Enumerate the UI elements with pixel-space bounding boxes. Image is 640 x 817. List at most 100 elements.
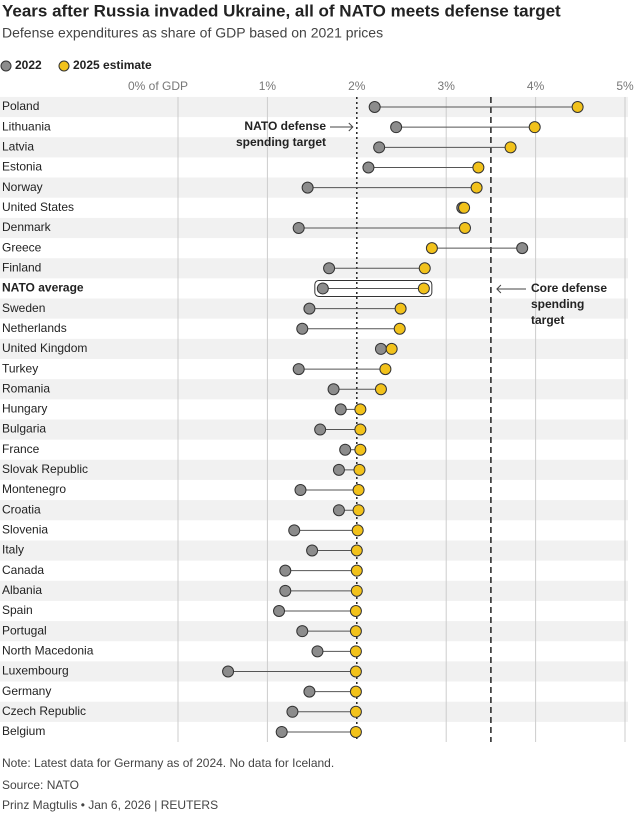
annotation-arrow: [496, 284, 526, 294]
point-2025: [349, 625, 362, 638]
point-2022: [373, 141, 386, 154]
point-2022: [516, 242, 529, 255]
point-2022: [368, 101, 381, 113]
category-label: Poland: [2, 99, 39, 113]
point-2022: [292, 221, 305, 234]
category-label: Canada: [2, 563, 44, 577]
point-2022: [275, 725, 288, 738]
byline: Prinz Magtulis • Jan 6, 2026 | REUTERS: [2, 798, 218, 812]
highlight-box: [314, 279, 433, 297]
row-stripe: [0, 459, 628, 480]
row-stripe: [0, 379, 628, 400]
row-stripe: [0, 338, 628, 359]
point-2025: [472, 161, 485, 174]
point-2025: [385, 342, 398, 355]
point-2025: [379, 363, 392, 376]
note: Note: Latest data for Germany as of 2024…: [2, 756, 334, 770]
category-label: Estonia: [2, 160, 42, 174]
point-2025: [354, 423, 367, 436]
category-label: Netherlands: [2, 321, 67, 335]
x-tick-label: 2%: [348, 79, 366, 93]
annotation: NATO defense: [244, 119, 326, 133]
category-label: Norway: [2, 180, 43, 194]
point-2022: [327, 383, 340, 396]
category-label: Sweden: [2, 301, 45, 315]
point-2025: [353, 463, 366, 476]
point-2022: [273, 605, 286, 617]
chart-subtitle: Defense expenditures as share of GDP bas…: [2, 25, 383, 41]
point-2025: [349, 665, 362, 678]
point-2025: [504, 141, 517, 154]
category-label: Slovak Republic: [2, 462, 88, 476]
x-tick-label: 0% of GDP: [128, 79, 188, 93]
category-label: NATO average: [2, 281, 84, 295]
category-label: Lithuania: [2, 119, 51, 133]
category-label: North Macedonia: [2, 643, 94, 657]
x-tick-label: 4%: [527, 79, 545, 93]
point-2022: [288, 524, 301, 537]
point-2025: [374, 383, 387, 396]
point-2022: [374, 342, 387, 355]
category-label: Latvia: [2, 139, 34, 153]
point-2022: [292, 363, 305, 376]
point-2025: [352, 504, 365, 517]
point-2025: [393, 322, 406, 335]
row-stripe: [0, 96, 628, 118]
point-2022: [279, 564, 292, 577]
category-label: Spain: [2, 603, 33, 617]
point-2025: [425, 242, 438, 255]
category-label: Romania: [2, 381, 50, 395]
category-label: Croatia: [2, 502, 41, 516]
annotation: spending target: [236, 135, 326, 149]
category-label: Portugal: [2, 623, 47, 637]
point-2025: [351, 524, 364, 537]
annotation-arrow: [330, 122, 354, 132]
category-label: Albania: [2, 583, 42, 597]
point-2025: [354, 403, 367, 416]
row-stripe: [0, 137, 628, 158]
annotation: target: [531, 313, 564, 327]
point-2025: [349, 645, 362, 658]
point-2022: [362, 161, 375, 174]
point-2022: [311, 645, 324, 658]
point-2022: [296, 625, 309, 638]
category-label: Finland: [2, 260, 41, 274]
point-2025: [418, 262, 431, 275]
point-2025: [458, 221, 471, 234]
point-2022: [301, 181, 314, 194]
point-2025: [349, 605, 362, 617]
point-2022: [390, 121, 403, 134]
point-2025: [350, 544, 363, 557]
point-2025: [352, 484, 365, 497]
point-2022: [296, 322, 309, 335]
legend-marker: [58, 60, 70, 72]
category-label: France: [2, 442, 40, 456]
annotation: spending: [531, 297, 584, 311]
source: Source: NATO: [2, 778, 79, 792]
point-2025: [349, 705, 362, 718]
point-2025: [528, 121, 541, 134]
point-2022: [332, 463, 345, 476]
point-2022: [339, 443, 352, 456]
category-label: Bulgaria: [2, 422, 46, 436]
category-label: Belgium: [2, 724, 45, 738]
category-label: Luxembourg: [2, 664, 69, 678]
legend-marker: [0, 60, 12, 72]
point-2022: [316, 282, 329, 295]
category-label: Germany: [2, 684, 51, 698]
legend-label: 2022: [15, 58, 42, 72]
category-label: United Kingdom: [2, 341, 87, 355]
x-tick-label: 5%: [616, 79, 634, 93]
point-2025: [470, 181, 483, 194]
row-stripe: [0, 258, 628, 279]
point-2025: [394, 302, 407, 315]
x-tick-label: 1%: [259, 79, 277, 93]
point-2022: [303, 685, 316, 698]
category-label: Greece: [2, 240, 42, 254]
category-label: Denmark: [2, 220, 52, 234]
point-2025: [350, 564, 363, 577]
point-2025: [417, 282, 430, 295]
category-label: Italy: [2, 543, 24, 557]
point-2022: [334, 403, 347, 416]
